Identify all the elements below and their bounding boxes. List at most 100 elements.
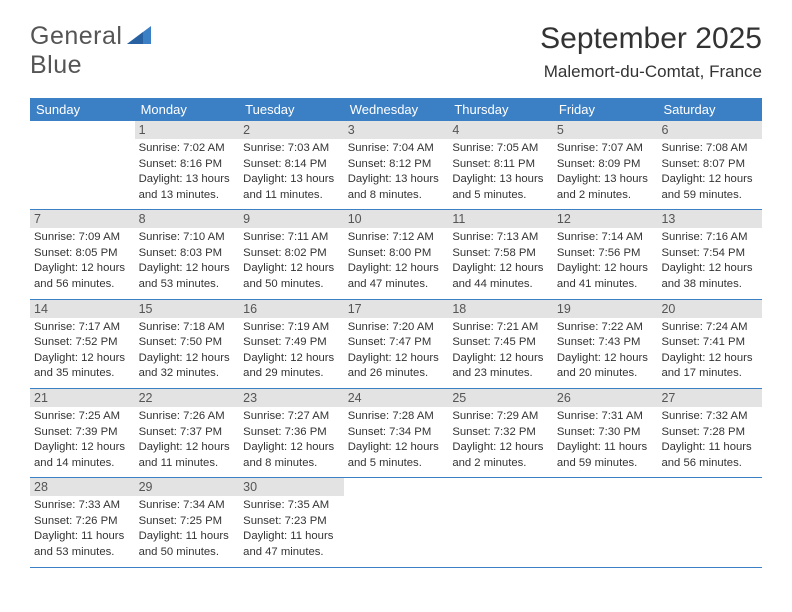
- week-row: 28Sunrise: 7:33 AMSunset: 7:26 PMDayligh…: [30, 478, 762, 567]
- day-info: Sunrise: 7:14 AMSunset: 7:56 PMDaylight:…: [557, 230, 654, 292]
- day-cell: 12 Sunrise: 7:14 AMSunset: 7:56 PMDayligh…: [553, 210, 658, 298]
- sunset-text: Sunset: 7:23 PM: [243, 514, 340, 530]
- date-number: 9: [239, 210, 344, 228]
- sunrise-text: Sunrise: 7:31 AM: [557, 409, 654, 425]
- day-cell: 15Sunrise: 7:18 AMSunset: 7:50 PMDayligh…: [135, 300, 240, 388]
- date-number: 24: [344, 389, 449, 407]
- sunset-text: Sunset: 8:09 PM: [557, 157, 654, 173]
- sunset-text: Sunset: 8:07 PM: [661, 157, 758, 173]
- date-number: 17: [344, 300, 449, 318]
- day-cell: 19Sunrise: 7:22 AMSunset: 7:43 PMDayligh…: [553, 300, 658, 388]
- day-info: Sunrise: 7:19 AMSunset: 7:49 PMDaylight:…: [243, 320, 340, 382]
- date-number: 8: [135, 210, 240, 228]
- sunrise-text: Sunrise: 7:11 AM: [243, 230, 340, 246]
- daylight-text: Daylight: 12 hours and 8 minutes.: [243, 440, 340, 471]
- day-info: Sunrise: 7:11 AMSunset: 8:02 PMDaylight:…: [243, 230, 340, 292]
- sunrise-text: Sunrise: 7:20 AM: [348, 320, 445, 336]
- day-cell: [344, 478, 449, 566]
- daylight-text: Daylight: 12 hours and 23 minutes.: [452, 351, 549, 382]
- day-cell: 22Sunrise: 7:26 AMSunset: 7:37 PMDayligh…: [135, 389, 240, 477]
- day-info: Sunrise: 7:22 AMSunset: 7:43 PMDaylight:…: [557, 320, 654, 382]
- day-info: Sunrise: 7:25 AMSunset: 7:39 PMDaylight:…: [34, 409, 131, 471]
- sunset-text: Sunset: 7:39 PM: [34, 425, 131, 441]
- calendar: Sunday Monday Tuesday Wednesday Thursday…: [30, 98, 762, 568]
- daylight-text: Daylight: 12 hours and 32 minutes.: [139, 351, 236, 382]
- sunset-text: Sunset: 7:32 PM: [452, 425, 549, 441]
- date-number: 12: [553, 210, 658, 228]
- sunrise-text: Sunrise: 7:16 AM: [661, 230, 758, 246]
- day-info: Sunrise: 7:10 AMSunset: 8:03 PMDaylight:…: [139, 230, 236, 292]
- date-number: 26: [553, 389, 658, 407]
- sunrise-text: Sunrise: 7:25 AM: [34, 409, 131, 425]
- date-number: 5: [553, 121, 658, 139]
- day-header-row: Sunday Monday Tuesday Wednesday Thursday…: [30, 98, 762, 121]
- daylight-text: Daylight: 12 hours and 47 minutes.: [348, 261, 445, 292]
- daylight-text: Daylight: 13 hours and 2 minutes.: [557, 172, 654, 203]
- sunrise-text: Sunrise: 7:03 AM: [243, 141, 340, 157]
- sunset-text: Sunset: 8:14 PM: [243, 157, 340, 173]
- day-cell: 2 Sunrise: 7:03 AMSunset: 8:14 PMDaylight…: [239, 121, 344, 209]
- date-number: 14: [30, 300, 135, 318]
- sunset-text: Sunset: 8:00 PM: [348, 246, 445, 262]
- date-number: 11: [448, 210, 553, 228]
- date-number: 6: [657, 121, 762, 139]
- day-cell: 10Sunrise: 7:12 AMSunset: 8:00 PMDayligh…: [344, 210, 449, 298]
- sunrise-text: Sunrise: 7:27 AM: [243, 409, 340, 425]
- sunrise-text: Sunrise: 7:12 AM: [348, 230, 445, 246]
- day-info: Sunrise: 7:13 AMSunset: 7:58 PMDaylight:…: [452, 230, 549, 292]
- day-info: Sunrise: 7:33 AMSunset: 7:26 PMDaylight:…: [34, 498, 131, 560]
- sunset-text: Sunset: 7:47 PM: [348, 335, 445, 351]
- day-cell: 17 Sunrise: 7:20 AMSunset: 7:47 PMDayligh…: [344, 300, 449, 388]
- header: General Blue September 2025 Malemort-du-…: [30, 22, 762, 82]
- date-number: 15: [135, 300, 240, 318]
- sunset-text: Sunset: 7:25 PM: [139, 514, 236, 530]
- day-cell: 29Sunrise: 7:34 AMSunset: 7:25 PMDayligh…: [135, 478, 240, 566]
- day-info: Sunrise: 7:27 AMSunset: 7:36 PMDaylight:…: [243, 409, 340, 471]
- day-cell: 11 Sunrise: 7:13 AMSunset: 7:58 PMDayligh…: [448, 210, 553, 298]
- date-number: 20: [657, 300, 762, 318]
- daylight-text: Daylight: 13 hours and 13 minutes.: [139, 172, 236, 203]
- date-number: 4: [448, 121, 553, 139]
- daylight-text: Daylight: 12 hours and 41 minutes.: [557, 261, 654, 292]
- day-cell: [30, 121, 135, 209]
- date-number: 21: [30, 389, 135, 407]
- sunset-text: Sunset: 8:16 PM: [139, 157, 236, 173]
- sunset-text: Sunset: 7:43 PM: [557, 335, 654, 351]
- weeks-container: 1Sunrise: 7:02 AMSunset: 8:16 PMDaylight…: [30, 121, 762, 568]
- sunrise-text: Sunrise: 7:22 AM: [557, 320, 654, 336]
- day-info: Sunrise: 7:05 AMSunset: 8:11 PMDaylight:…: [452, 141, 549, 203]
- sunset-text: Sunset: 7:58 PM: [452, 246, 549, 262]
- day-cell: 4 Sunrise: 7:05 AMSunset: 8:11 PMDaylight…: [448, 121, 553, 209]
- daylight-text: Daylight: 12 hours and 26 minutes.: [348, 351, 445, 382]
- sunrise-text: Sunrise: 7:29 AM: [452, 409, 549, 425]
- sunset-text: Sunset: 8:12 PM: [348, 157, 445, 173]
- date-number: 13: [657, 210, 762, 228]
- daylight-text: Daylight: 12 hours and 56 minutes.: [34, 261, 131, 292]
- date-number: 3: [344, 121, 449, 139]
- sunrise-text: Sunrise: 7:17 AM: [34, 320, 131, 336]
- sunset-text: Sunset: 7:45 PM: [452, 335, 549, 351]
- sunset-text: Sunset: 7:41 PM: [661, 335, 758, 351]
- sunset-text: Sunset: 7:52 PM: [34, 335, 131, 351]
- sunrise-text: Sunrise: 7:13 AM: [452, 230, 549, 246]
- sunset-text: Sunset: 7:37 PM: [139, 425, 236, 441]
- sunrise-text: Sunrise: 7:05 AM: [452, 141, 549, 157]
- sunset-text: Sunset: 7:34 PM: [348, 425, 445, 441]
- date-number: 23: [239, 389, 344, 407]
- daylight-text: Daylight: 12 hours and 29 minutes.: [243, 351, 340, 382]
- day-header-mon: Monday: [135, 98, 240, 121]
- logo-line2: Blue: [30, 51, 82, 79]
- day-info: Sunrise: 7:24 AMSunset: 7:41 PMDaylight:…: [661, 320, 758, 382]
- day-info: Sunrise: 7:32 AMSunset: 7:28 PMDaylight:…: [661, 409, 758, 471]
- date-number: 2: [239, 121, 344, 139]
- sunset-text: Sunset: 7:30 PM: [557, 425, 654, 441]
- month-title: September 2025: [540, 22, 762, 56]
- day-info: Sunrise: 7:17 AMSunset: 7:52 PMDaylight:…: [34, 320, 131, 382]
- day-cell: [657, 478, 762, 566]
- date-number: 1: [135, 121, 240, 139]
- day-info: Sunrise: 7:03 AMSunset: 8:14 PMDaylight:…: [243, 141, 340, 203]
- day-cell: 14 Sunrise: 7:17 AMSunset: 7:52 PMDayligh…: [30, 300, 135, 388]
- location-label: Malemort-du-Comtat, France: [540, 62, 762, 82]
- daylight-text: Daylight: 12 hours and 2 minutes.: [452, 440, 549, 471]
- date-number: 16: [239, 300, 344, 318]
